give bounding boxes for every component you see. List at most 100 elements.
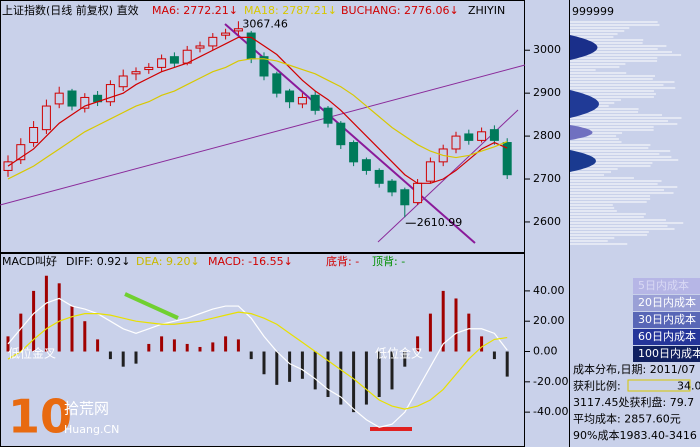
macd-bar bbox=[121, 351, 125, 367]
macd-bar bbox=[467, 313, 471, 352]
candle-body bbox=[118, 75, 128, 88]
macd-bar bbox=[262, 351, 266, 375]
macd-bar bbox=[44, 275, 48, 352]
candle-body bbox=[221, 32, 231, 36]
candle-body bbox=[67, 90, 77, 107]
macd-bar bbox=[236, 339, 240, 352]
macd-bar bbox=[377, 351, 381, 397]
candle-body bbox=[349, 142, 359, 163]
chip-legend-label: 20日内成本 bbox=[638, 295, 696, 309]
candle-body bbox=[285, 90, 295, 103]
candle-body bbox=[80, 96, 90, 109]
peak-annotation: 3067.46 bbox=[242, 17, 288, 30]
annotation: 低位金叉 bbox=[8, 346, 56, 361]
macd-bar bbox=[19, 313, 23, 352]
candle-body bbox=[361, 159, 371, 171]
chip-legend-label: 30日内成本 bbox=[638, 312, 696, 326]
macd-bar bbox=[275, 351, 279, 385]
candle-body bbox=[297, 96, 307, 105]
candle-body bbox=[144, 66, 154, 71]
indicator-label: 底背: - bbox=[326, 254, 359, 268]
chip-legend-box bbox=[633, 346, 700, 362]
y-tick-label: -40.00 bbox=[533, 405, 568, 418]
macd-bar bbox=[70, 306, 74, 352]
chip-area bbox=[570, 125, 593, 140]
candle-body bbox=[195, 45, 205, 49]
legend-entry: MA6: 2772.21↓ bbox=[152, 4, 238, 17]
macd-bar bbox=[198, 346, 202, 352]
candle-body bbox=[413, 182, 423, 204]
macd-bar bbox=[83, 321, 87, 352]
candle-body bbox=[374, 169, 384, 184]
legend-entry: DEA: 9.20↓ bbox=[136, 255, 200, 268]
legend-entry: MACD: -16.55↓ bbox=[208, 255, 293, 268]
chip-info: 3117.45处获利盘: 79.7 bbox=[573, 395, 694, 409]
macd-bar bbox=[390, 351, 394, 390]
candle-body bbox=[336, 122, 346, 146]
macd-bar bbox=[96, 339, 100, 352]
candle-body bbox=[400, 189, 410, 206]
y-tick-label: -20.00 bbox=[533, 375, 568, 388]
macd-bar bbox=[32, 290, 36, 352]
candle-body bbox=[233, 28, 243, 32]
divergence-mark bbox=[124, 292, 179, 320]
candle-body bbox=[16, 144, 26, 161]
candle-body bbox=[131, 71, 141, 75]
candle-body bbox=[259, 56, 269, 77]
chip-area bbox=[570, 35, 598, 60]
candle-body bbox=[489, 129, 499, 141]
annotation: 低位金叉 bbox=[375, 346, 423, 361]
trough-annotation: 2610.99 bbox=[417, 216, 463, 229]
macd-bar bbox=[288, 351, 292, 382]
y-tick-label: 2900 bbox=[533, 86, 561, 99]
candle-body bbox=[387, 180, 397, 193]
candle-body bbox=[425, 161, 435, 182]
chip-info: 90%成本1983.40-3416 bbox=[573, 428, 697, 442]
candle-body bbox=[477, 131, 487, 141]
chart-title: 上证指数(日线 前复权) 直效 bbox=[2, 3, 139, 17]
indicator-label: 顶背: - bbox=[372, 254, 405, 268]
candle-body bbox=[29, 127, 39, 144]
legend-entry: MA18: 2787.21↓ bbox=[244, 4, 337, 17]
chip-legend-box bbox=[633, 329, 700, 345]
macd-bar bbox=[134, 351, 138, 364]
panel-title: MACD叫好 bbox=[2, 254, 57, 268]
macd-bar bbox=[108, 351, 112, 360]
macd-bar bbox=[441, 290, 445, 352]
y-tick-label: 2800 bbox=[533, 129, 561, 142]
ma-line bbox=[7, 36, 508, 184]
y-tick-label: 20.00 bbox=[533, 314, 565, 327]
y-tick-label: 3000 bbox=[533, 43, 561, 56]
trend-line bbox=[0, 64, 526, 206]
macd-bar bbox=[403, 351, 407, 367]
macd-bar bbox=[160, 336, 164, 352]
macd-bar bbox=[249, 351, 253, 360]
indicator-label: BUCHANG: 2776.06↓ bbox=[341, 4, 459, 17]
chip-legend-box bbox=[633, 295, 700, 311]
chip-legend-label: 100日内成本 bbox=[638, 346, 700, 360]
logo-number: 10 bbox=[8, 390, 72, 444]
candle-body bbox=[451, 135, 461, 150]
chip-info: 获利比例: bbox=[573, 379, 621, 393]
chip-area bbox=[570, 90, 599, 118]
chip-info: 成本分布,日期: 2011/07 bbox=[573, 362, 695, 376]
chip-distribution bbox=[570, 21, 684, 245]
candle-body bbox=[310, 94, 320, 111]
macd-bar bbox=[492, 351, 496, 360]
candle-body bbox=[169, 56, 179, 64]
chip-ratio: 34.0 bbox=[677, 380, 700, 393]
macd-bar bbox=[147, 343, 151, 352]
macd-bar bbox=[211, 342, 215, 352]
candle-body bbox=[157, 58, 167, 68]
macd-bar bbox=[428, 313, 432, 352]
macd-bar bbox=[172, 339, 176, 352]
macd-line bbox=[7, 297, 508, 428]
macd-bar bbox=[326, 351, 330, 397]
chip-code: 999999 bbox=[572, 5, 614, 18]
ratio-bar bbox=[627, 379, 691, 392]
main-frame bbox=[0, 0, 525, 253]
candle-body bbox=[105, 84, 115, 103]
chip-area bbox=[570, 150, 596, 172]
macd-bar bbox=[300, 351, 304, 379]
